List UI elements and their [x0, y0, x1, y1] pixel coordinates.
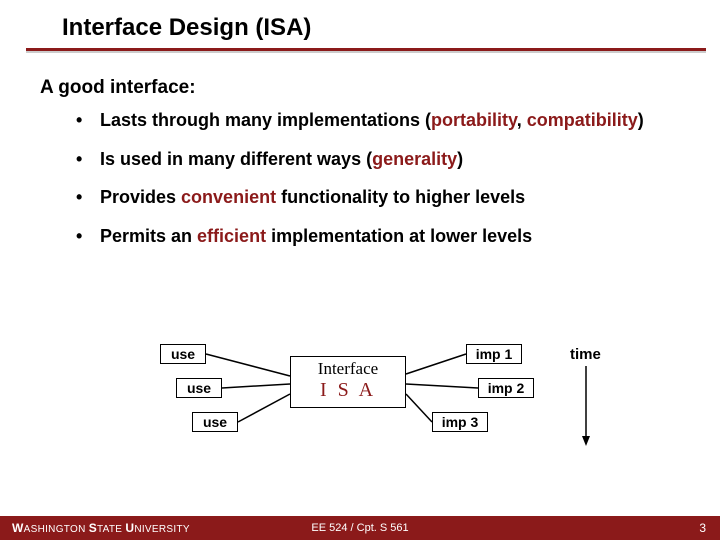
bullet-1-keyword-1: portability — [431, 110, 517, 130]
footer-bar: WASHINGTON STATE UNIVERSITY EE 524 / Cpt… — [0, 516, 720, 540]
bullet-3-keyword: convenient — [181, 187, 276, 207]
uni-S: S — [89, 521, 97, 535]
bullet-2-keyword: generality — [372, 149, 457, 169]
bullet-3-text-a: Provides — [100, 187, 181, 207]
use-box-3: use — [192, 412, 238, 432]
slide-title: Interface Design (ISA) — [0, 0, 720, 48]
imp-box-3: imp 3 — [432, 412, 488, 432]
use-box-1: use — [160, 344, 206, 364]
bullet-4-text-b: implementation at lower levels — [266, 226, 532, 246]
bullet-2: Is used in many different ways (generali… — [76, 148, 680, 171]
bullet-1-text-b: ) — [638, 110, 644, 130]
bullet-3-text-b: functionality to higher levels — [276, 187, 525, 207]
imp-box-1: imp 1 — [466, 344, 522, 364]
use-box-2: use — [176, 378, 222, 398]
bullet-4: Permits an efficient implementation at l… — [76, 225, 680, 248]
bullet-1: Lasts through many implementations (port… — [76, 109, 680, 132]
bullet-1-keyword-2: compatibility — [527, 110, 638, 130]
intro-text: A good interface: — [0, 53, 720, 109]
bullet-4-keyword: efficient — [197, 226, 266, 246]
bullet-2-text-a: Is used in many different ways ( — [100, 149, 372, 169]
course-code: EE 524 / Cpt. S 561 — [311, 522, 408, 534]
interface-label: Interface — [291, 359, 405, 379]
page-number: 3 — [699, 521, 706, 535]
uni-niv: NIVERSITY — [134, 524, 190, 535]
bullet-4-text-a: Permits an — [100, 226, 197, 246]
bullet-2-text-b: ) — [457, 149, 463, 169]
interface-box: Interface I S A — [290, 356, 406, 408]
uni-W: W — [12, 521, 24, 535]
diagram: use use use Interface I S A imp 1 imp 2 … — [0, 340, 720, 490]
imp-box-2: imp 2 — [478, 378, 534, 398]
uni-tate: TATE — [97, 524, 125, 535]
bullet-1-text-a: Lasts through many implementations ( — [100, 110, 431, 130]
university-name: WASHINGTON STATE UNIVERSITY — [0, 521, 190, 535]
bullet-1-text-m: , — [517, 110, 527, 130]
isa-label: I S A — [291, 379, 405, 402]
bullet-list: Lasts through many implementations (port… — [0, 109, 720, 247]
uni-U: U — [125, 521, 134, 535]
uni-ash: ASHINGTON — [24, 524, 89, 535]
bullet-3: Provides convenient functionality to hig… — [76, 186, 680, 209]
time-label: time — [570, 346, 601, 363]
